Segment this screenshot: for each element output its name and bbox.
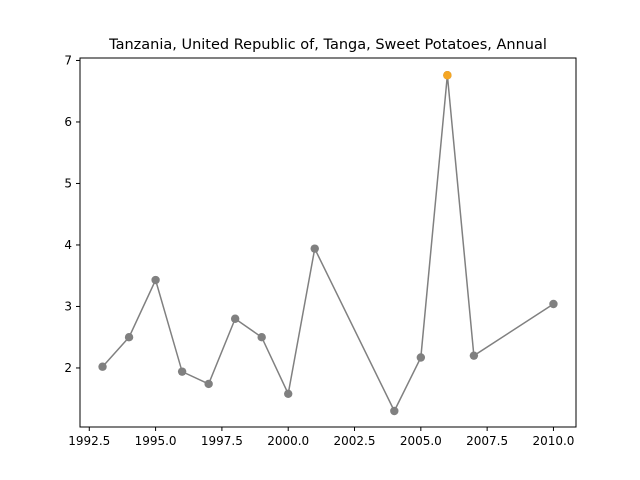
- data-point: [124, 333, 134, 342]
- y-tick-label: 2: [64, 361, 72, 375]
- x-tick-label: 2002.5: [334, 434, 376, 448]
- x-tick-label: 2005.0: [400, 434, 442, 448]
- data-point: [390, 406, 399, 416]
- data-point: [230, 314, 240, 323]
- axes-frame: [79, 57, 577, 428]
- data-point: [177, 367, 187, 376]
- y-tick-label: 6: [64, 115, 72, 129]
- data-point: [469, 351, 479, 360]
- data-point: [310, 244, 319, 253]
- data-point: [257, 333, 266, 342]
- data-point: [204, 379, 213, 389]
- y-tick-label: 3: [64, 299, 72, 313]
- data-point: [549, 299, 558, 309]
- data-point: [416, 353, 426, 362]
- x-tick-label: 2000.0: [267, 434, 309, 448]
- y-tick-label: 7: [64, 53, 72, 67]
- x-tick-label: 2010.0: [532, 434, 574, 448]
- series-line: [101, 75, 554, 413]
- x-tick-label: 1995.0: [135, 434, 177, 448]
- data-point: [98, 362, 107, 371]
- data-point: [151, 275, 160, 285]
- plot-area: 1992.5 1995.0 1997.5 2000.0 2002.5 2005.0 2007…: [64, 53, 577, 448]
- x-tick-label: 2007.5: [466, 434, 508, 448]
- data-point: [284, 389, 293, 398]
- y-tick-label: 4: [64, 238, 72, 252]
- y-tick-label: 5: [64, 176, 72, 190]
- chart-title: Tanzania, United Republic of, Tanga, Swe…: [108, 37, 547, 53]
- x-tick-label: 1992.5: [68, 434, 110, 448]
- highlight-point: [443, 71, 452, 80]
- x-tick-label: 1997.5: [201, 434, 243, 448]
